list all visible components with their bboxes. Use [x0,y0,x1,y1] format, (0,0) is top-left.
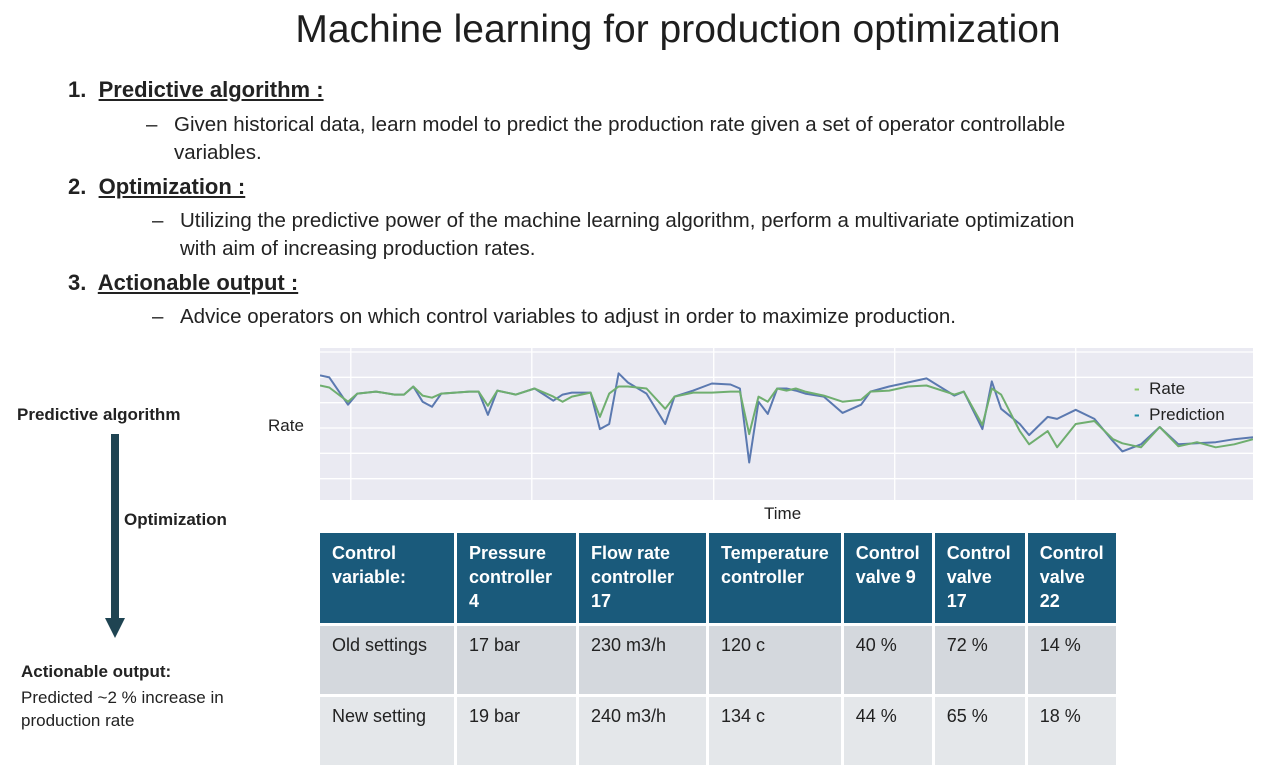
legend-swatch-icon: - [1134,405,1140,424]
table-cell: 72 % [934,626,1025,694]
dash-bullet: – [152,305,164,328]
header-temperature-controller: Temperature controller [709,533,841,623]
step-1-heading: 1. Predictive algorithm : [68,77,324,103]
text-line: production rate [21,711,135,730]
flow-middle-label: Optimization [124,510,227,529]
table-cell: 17 bar [457,626,576,694]
table-row-old-settings: Old settings 17 bar 230 m3/h 120 c 40 % … [320,626,1116,694]
step-number: 3. [68,270,87,295]
step-2-text: – Utilizing the predictive power of the … [152,207,1075,263]
x-axis-label: Time [764,504,802,523]
rate-prediction-line-chart [320,348,1253,500]
text-line: Predicted ~2 % increase in [21,688,224,707]
header-pressure-controller: Pressure controller 4 [457,533,576,623]
text-line: Advice operators on which control variab… [180,305,956,328]
step-number: 2. [68,174,87,199]
step-3-text: – Advice operators on which control vari… [152,303,956,331]
dash-bullet: – [152,209,164,232]
series-line-rate [320,384,1253,449]
table-row-new-setting: New setting 19 bar 240 m3/h 134 c 44 % 6… [320,697,1116,765]
table-cell: 134 c [709,697,841,765]
table-cell: 14 % [1027,626,1116,694]
text-line: variables. [174,141,262,164]
dash-bullet: – [146,113,158,136]
legend-label: Prediction [1149,405,1225,424]
table-cell: 65 % [934,697,1025,765]
plot-background [320,348,1253,500]
table-cell: 230 m3/h [579,626,706,694]
table-cell: 44 % [843,697,932,765]
legend-item-rate: - Rate [1134,376,1225,402]
text-line: Utilizing the predictive power of the ma… [180,209,1075,232]
step-title: Optimization : [98,174,246,199]
text-line: with aim of increasing production rates. [180,237,536,260]
legend-label: Rate [1149,379,1186,398]
flow-bottom-label: Actionable output: [21,662,172,681]
slide-title: Machine learning for production optimiza… [295,8,1061,51]
step-title: Predictive algorithm : [98,77,324,102]
step-2-heading: 2. Optimization : [68,174,245,200]
chart-legend: - Rate - Prediction [1134,376,1225,428]
header-flow-rate-controller: Flow rate controller 17 [579,533,706,623]
table-cell: 240 m3/h [579,697,706,765]
legend-item-prediction: - Prediction [1134,402,1225,428]
table-cell: 40 % [843,626,932,694]
header-control-valve-17: Control valve 17 [934,533,1025,623]
step-number: 1. [68,77,87,102]
flow-top-label: Predictive algorithm [17,405,181,424]
step-3-heading: 3. Actionable output : [68,270,298,296]
table-cell: Old settings [320,626,454,694]
table-cell: New setting [320,697,454,765]
table-cell: 18 % [1027,697,1116,765]
control-settings-table: Control variable: Pressure controller 4 Fl… [317,530,1119,768]
step-1-text: – Given historical data, learn model to … [146,111,1066,167]
flow-bottom-text: Predicted ~2 % increase in production ra… [21,686,224,732]
header-control-variable: Control variable: [320,533,454,623]
legend-swatch-icon: - [1134,379,1140,398]
header-control-valve-22: Control valve 22 [1027,533,1116,623]
table-cell: 120 c [709,626,841,694]
step-title: Actionable output : [97,270,299,295]
table-header-row: Control variable: Pressure controller 4 Fl… [320,533,1116,623]
y-axis-label: Rate [268,416,304,435]
table-cell: 19 bar [457,697,576,765]
down-arrow-icon [105,434,125,638]
text-line: Given historical data, learn model to pr… [174,113,1066,136]
header-control-valve-9: Control valve 9 [843,533,932,623]
